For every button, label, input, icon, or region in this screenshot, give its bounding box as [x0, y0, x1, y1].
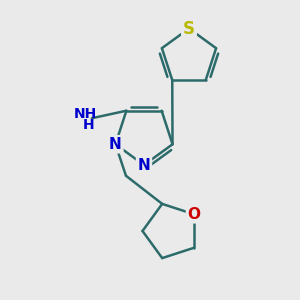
- Text: N: N: [138, 158, 150, 172]
- Text: NH: NH: [74, 107, 98, 121]
- Text: N: N: [109, 137, 122, 152]
- Text: H: H: [83, 118, 95, 132]
- Text: S: S: [183, 20, 195, 38]
- Text: O: O: [188, 207, 201, 222]
